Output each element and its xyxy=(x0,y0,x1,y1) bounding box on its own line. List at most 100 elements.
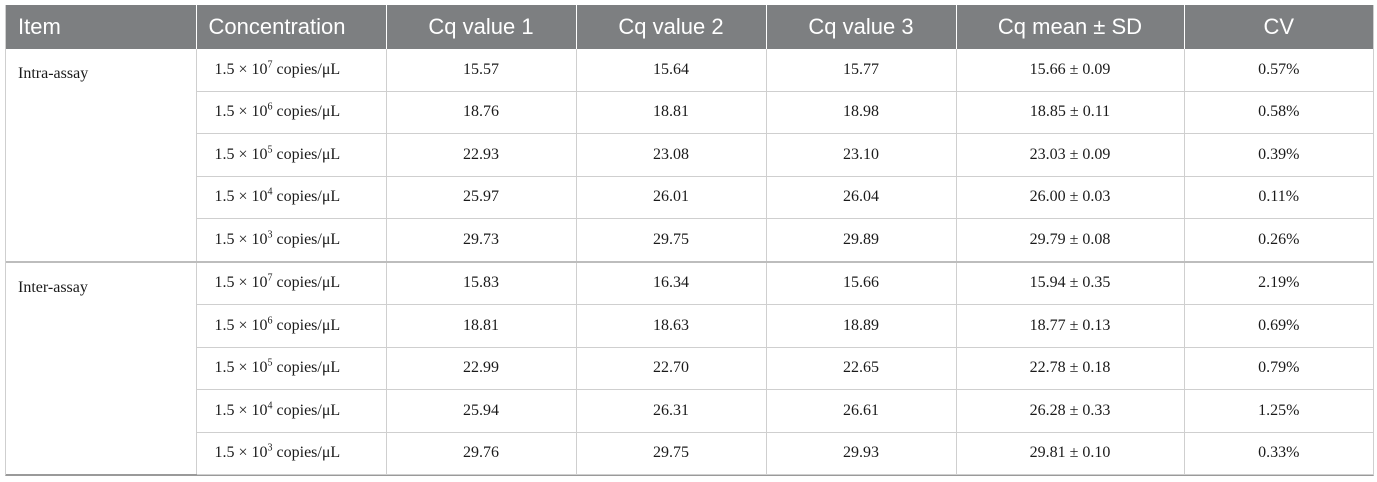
concentration-exponent: 6 xyxy=(267,315,273,327)
concentration-base: 1.5 × 10 xyxy=(214,188,268,206)
cq-value-3-cell: 29.93 xyxy=(766,432,957,475)
table-row: 1.5 × 106 copies/μL 18.81 18.63 18.89 18.77 … xyxy=(6,304,1373,348)
cq-value-3-cell: 26.61 xyxy=(766,389,957,433)
cq-mean-sd-cell: 15.66 ± 0.09 xyxy=(956,49,1185,92)
cq-value-2-cell: 18.63 xyxy=(576,304,767,348)
concentration-unit: copies/μL xyxy=(272,401,341,419)
cv-cell: 0.69% xyxy=(1184,304,1373,348)
concentration-unit: copies/μL xyxy=(272,359,341,377)
cq-value-2-cell: 29.75 xyxy=(576,218,767,262)
data-table-container: Item Concentration Cq value 1 Cq value 2… xyxy=(5,5,1374,476)
cq-mean-sd-cell: 18.85 ± 0.11 xyxy=(956,91,1185,134)
concentration-exponent: 3 xyxy=(267,229,273,241)
cq-value-1-cell: 25.94 xyxy=(386,389,577,433)
cq-value-1-cell: 29.76 xyxy=(386,432,577,475)
concentration-unit: copies/μL xyxy=(272,230,341,248)
cq-value-3-cell: 23.10 xyxy=(766,133,957,177)
cq-mean-sd-cell: 18.77 ± 0.13 xyxy=(956,304,1185,348)
concentration-exponent: 7 xyxy=(267,59,273,71)
concentration-base: 1.5 × 10 xyxy=(214,145,268,163)
cq-value-1-cell: 18.76 xyxy=(386,91,577,134)
header-cq-value-1: Cq value 1 xyxy=(386,5,577,49)
cq-value-2-cell: 16.34 xyxy=(576,260,767,305)
concentration-cell: 1.5 × 104 copies/μL xyxy=(196,389,387,433)
cv-cell: 1.25% xyxy=(1184,389,1373,433)
table-row: 1.5 × 103 copies/μL 29.73 29.75 29.89 29.79 … xyxy=(6,218,1373,262)
table-row: 1.5 × 105 copies/μL 22.99 22.70 22.65 22.78 … xyxy=(6,347,1373,390)
concentration-cell: 1.5 × 107 copies/μL xyxy=(196,260,387,305)
table-row: 1.5 × 104 copies/μL 25.94 26.31 26.61 26.28 … xyxy=(6,389,1373,433)
cq-value-1-cell: 25.97 xyxy=(386,176,577,219)
cq-value-3-cell: 15.77 xyxy=(766,49,957,92)
cv-cell: 0.33% xyxy=(1184,432,1373,475)
cq-mean-sd-cell: 15.94 ± 0.35 xyxy=(956,260,1185,305)
table-row: Inter-assay 1.5 × 107 copies/μL 15.83 16.34… xyxy=(6,260,1373,475)
cq-value-3-cell: 26.04 xyxy=(766,176,957,219)
concentration-exponent: 3 xyxy=(267,442,273,454)
cq-value-3-cell: 18.89 xyxy=(766,304,957,348)
concentration-cell: 1.5 × 107 copies/μL xyxy=(196,49,387,92)
concentration-unit: copies/μL xyxy=(272,274,341,292)
cv-cell: 0.79% xyxy=(1184,347,1373,390)
cq-mean-sd-cell: 26.28 ± 0.33 xyxy=(956,389,1185,433)
concentration-exponent: 7 xyxy=(267,272,273,284)
cq-value-2-cell: 29.75 xyxy=(576,432,767,475)
concentration-base: 1.5 × 10 xyxy=(214,359,268,377)
concentration-exponent: 5 xyxy=(267,357,273,369)
concentration-base: 1.5 × 10 xyxy=(214,60,268,78)
concentration-exponent: 5 xyxy=(267,144,273,156)
concentration-unit: copies/μL xyxy=(272,316,341,334)
cq-value-3-cell: 22.65 xyxy=(766,347,957,390)
cv-cell: 0.39% xyxy=(1184,133,1373,177)
cq-value-2-cell: 23.08 xyxy=(576,133,767,177)
concentration-unit: copies/μL xyxy=(272,188,341,206)
cq-value-1-cell: 22.99 xyxy=(386,347,577,390)
concentration-base: 1.5 × 10 xyxy=(214,230,268,248)
concentration-base: 1.5 × 10 xyxy=(214,103,268,121)
cq-value-3-cell: 18.98 xyxy=(766,91,957,134)
concentration-cell: 1.5 × 106 copies/μL xyxy=(196,304,387,348)
concentration-cell: 1.5 × 105 copies/μL xyxy=(196,133,387,177)
cq-value-3-cell: 29.89 xyxy=(766,218,957,262)
concentration-exponent: 4 xyxy=(267,186,273,198)
cv-cell: 0.58% xyxy=(1184,91,1373,134)
item-cell: Intra-assay xyxy=(6,49,197,262)
concentration-cell: 1.5 × 106 copies/μL xyxy=(196,91,387,134)
cq-mean-sd-cell: 22.78 ± 0.18 xyxy=(956,347,1185,390)
cq-value-1-cell: 15.83 xyxy=(386,260,577,305)
header-cv: CV xyxy=(1184,5,1373,49)
concentration-cell: 1.5 × 103 copies/μL xyxy=(196,432,387,475)
cq-value-1-cell: 15.57 xyxy=(386,49,577,92)
table-row: 1.5 × 106 copies/μL 18.76 18.81 18.98 18.85 … xyxy=(6,91,1373,134)
cq-value-2-cell: 15.64 xyxy=(576,49,767,92)
concentration-exponent: 6 xyxy=(267,101,273,113)
cq-reproducibility-table: Item Concentration Cq value 1 Cq value 2… xyxy=(6,5,1373,475)
concentration-exponent: 4 xyxy=(267,400,273,412)
concentration-unit: copies/μL xyxy=(272,60,341,78)
item-cell: Inter-assay xyxy=(6,260,197,475)
concentration-unit: copies/μL xyxy=(272,444,341,462)
cq-value-1-cell: 22.93 xyxy=(386,133,577,177)
concentration-cell: 1.5 × 104 copies/μL xyxy=(196,176,387,219)
cv-cell: 2.19% xyxy=(1184,260,1373,305)
cq-mean-sd-cell: 29.79 ± 0.08 xyxy=(956,218,1185,262)
table-row: 1.5 × 104 copies/μL 25.97 26.01 26.04 26.00 … xyxy=(6,176,1373,219)
table-row: Intra-assay 1.5 × 107 copies/μL 15.57 15.64… xyxy=(6,49,1373,262)
cq-value-2-cell: 26.31 xyxy=(576,389,767,433)
concentration-unit: copies/μL xyxy=(272,103,341,121)
cq-value-2-cell: 26.01 xyxy=(576,176,767,219)
header-item: Item xyxy=(6,5,197,49)
cq-value-2-cell: 18.81 xyxy=(576,91,767,134)
concentration-cell: 1.5 × 105 copies/μL xyxy=(196,347,387,390)
cq-mean-sd-cell: 23.03 ± 0.09 xyxy=(956,133,1185,177)
table-header: Item Concentration Cq value 1 Cq value 2… xyxy=(6,5,1373,49)
cq-mean-sd-cell: 26.00 ± 0.03 xyxy=(956,176,1185,219)
cq-value-3-cell: 15.66 xyxy=(766,260,957,305)
cv-cell: 0.26% xyxy=(1184,218,1373,262)
header-concentration: Concentration xyxy=(196,5,387,49)
cq-value-1-cell: 18.81 xyxy=(386,304,577,348)
concentration-base: 1.5 × 10 xyxy=(214,274,268,292)
header-row: Item Concentration Cq value 1 Cq value 2… xyxy=(6,5,1373,49)
header-cq-mean-sd: Cq mean ± SD xyxy=(956,5,1185,49)
header-cq-value-3: Cq value 3 xyxy=(766,5,957,49)
